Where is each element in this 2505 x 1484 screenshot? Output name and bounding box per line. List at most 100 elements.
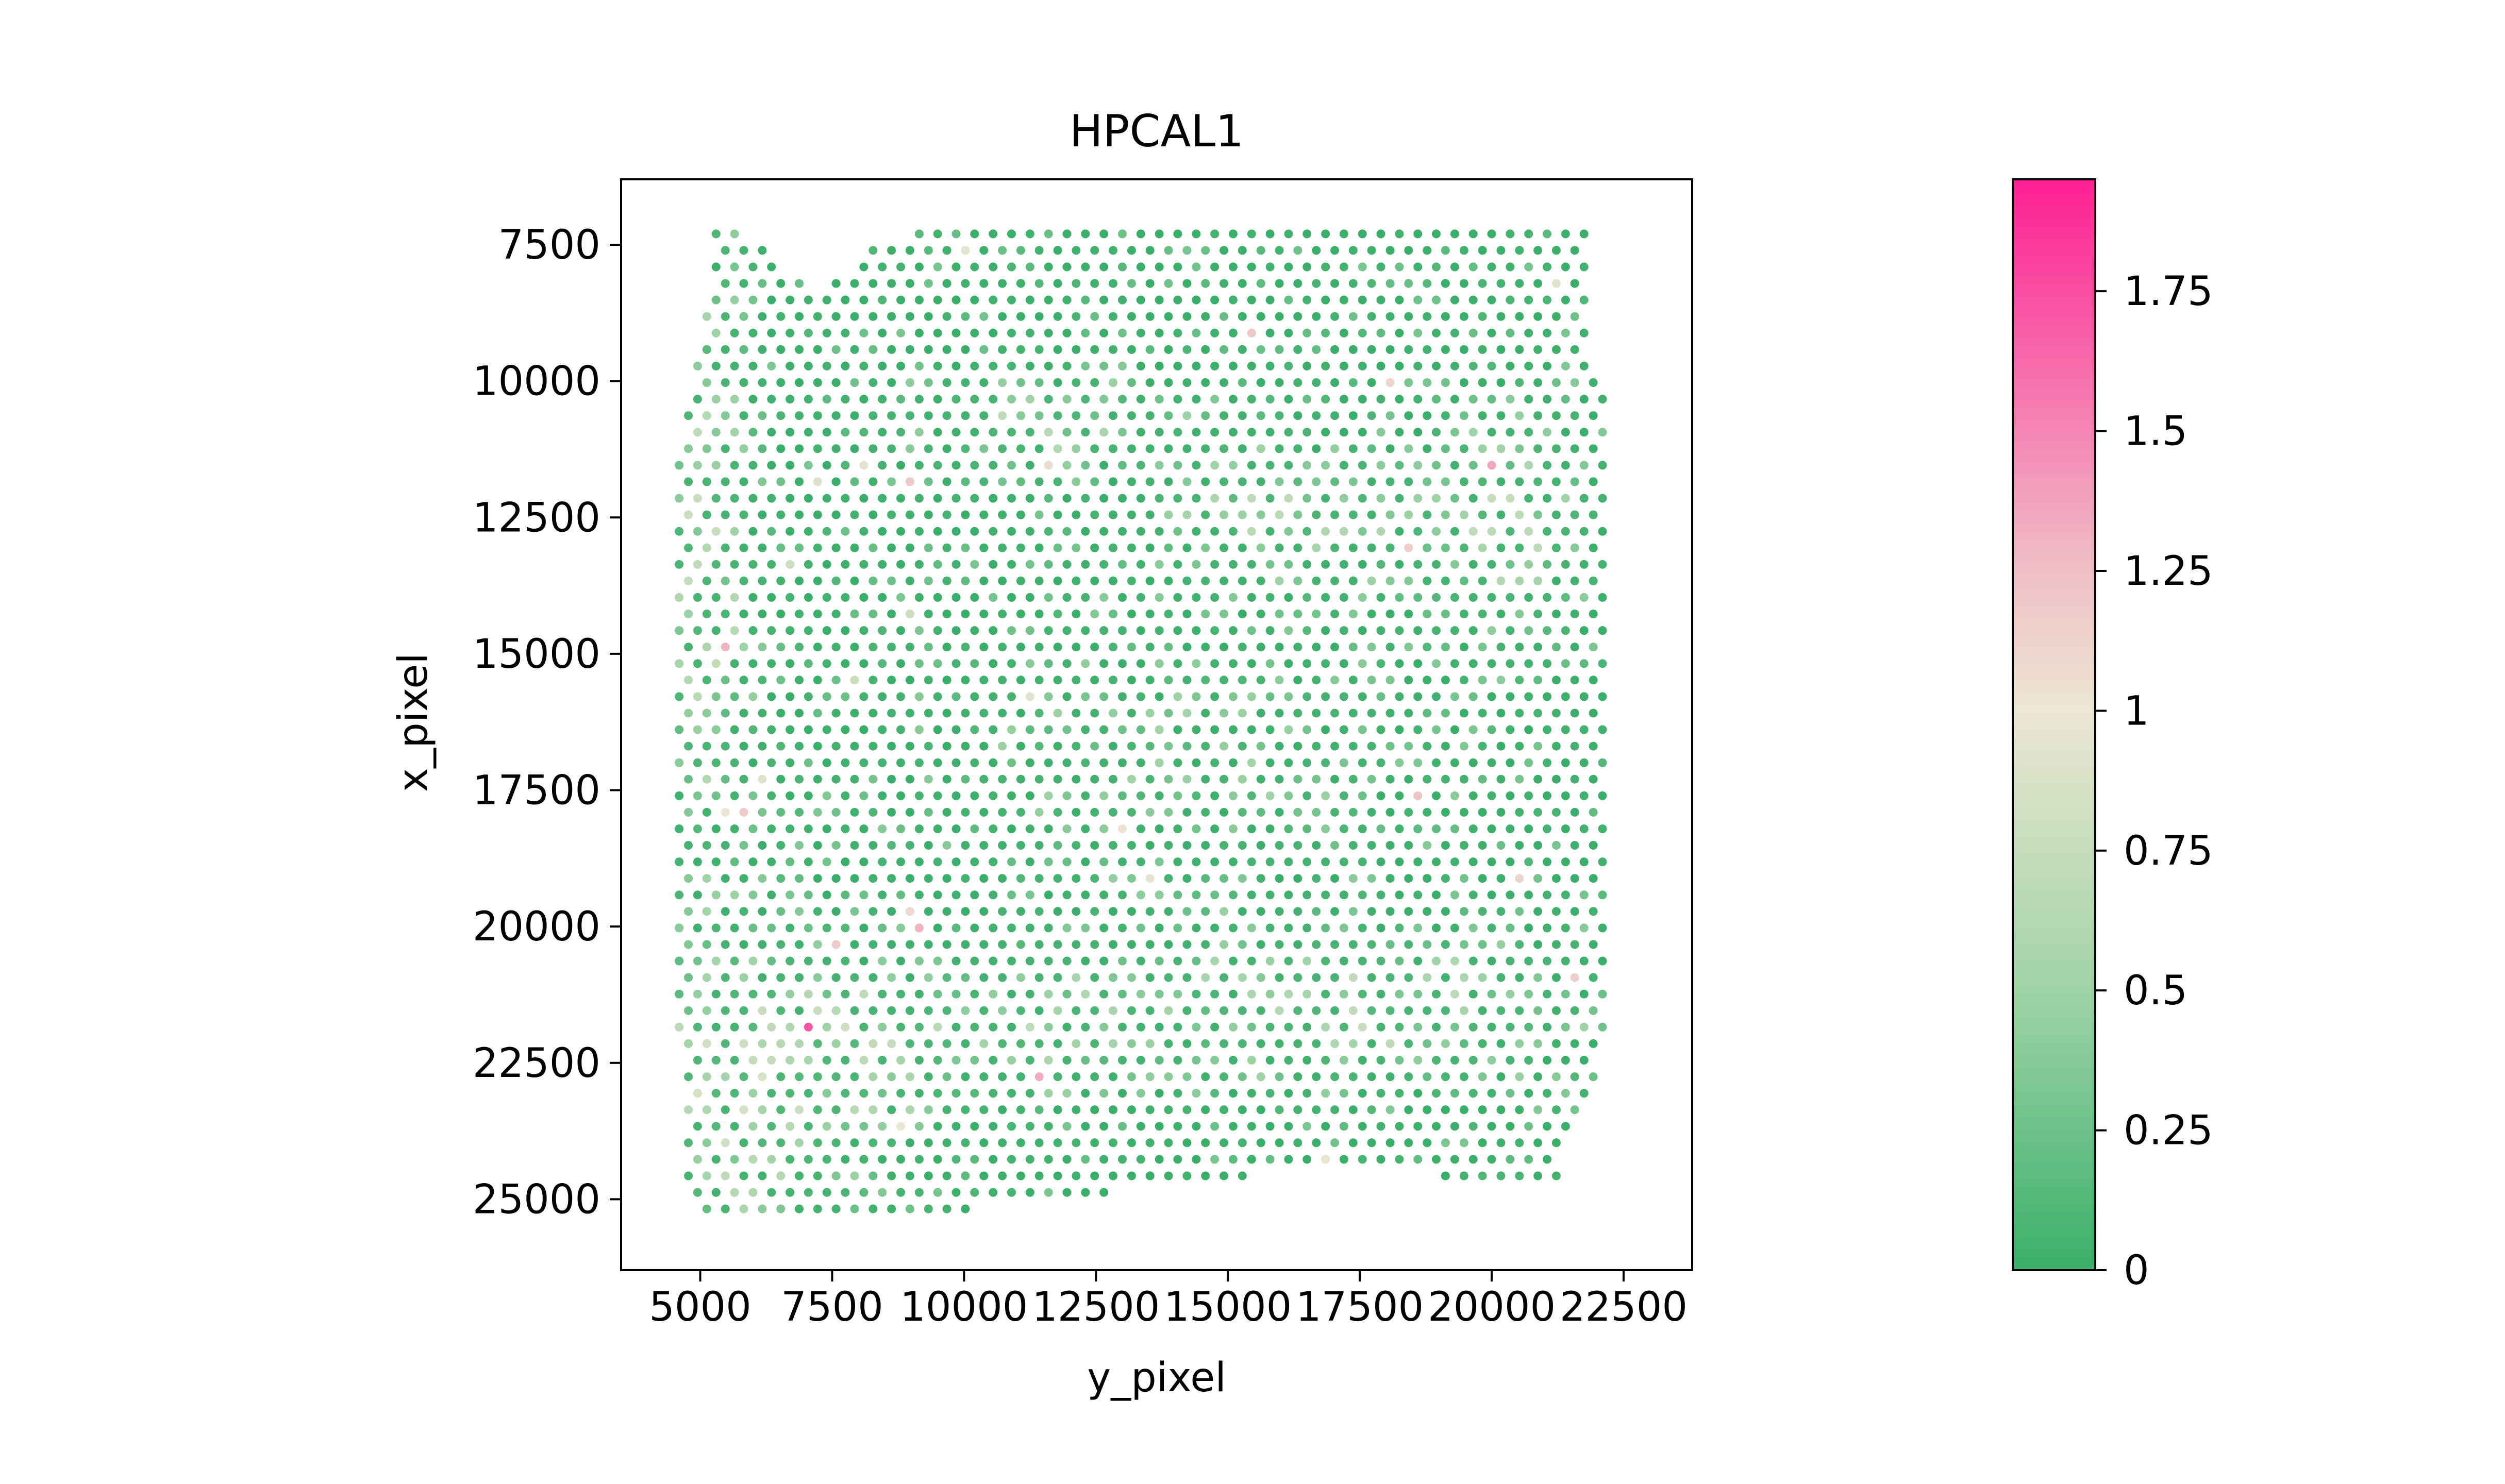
data-point bbox=[1016, 378, 1025, 387]
data-point bbox=[758, 973, 767, 982]
data-point bbox=[1238, 610, 1247, 618]
data-point bbox=[1413, 824, 1423, 833]
data-point bbox=[1220, 1138, 1228, 1148]
data-point bbox=[1293, 643, 1302, 652]
data-point bbox=[1358, 923, 1367, 933]
data-point bbox=[933, 857, 942, 867]
data-point bbox=[1358, 262, 1367, 272]
data-point bbox=[924, 543, 933, 552]
data-point bbox=[1589, 709, 1598, 718]
data-point bbox=[730, 428, 739, 437]
data-point bbox=[1127, 444, 1136, 453]
colorbar bbox=[2012, 178, 2096, 1271]
data-point bbox=[1330, 1006, 1339, 1015]
data-point bbox=[869, 543, 878, 552]
data-point bbox=[1358, 295, 1367, 305]
data-point bbox=[1016, 312, 1025, 321]
data-point bbox=[869, 610, 878, 618]
data-point bbox=[896, 758, 905, 767]
data-point bbox=[1385, 1138, 1395, 1148]
data-point bbox=[1339, 262, 1348, 272]
data-point bbox=[1478, 345, 1487, 354]
data-point bbox=[998, 1072, 1007, 1082]
data-point bbox=[1533, 576, 1543, 585]
data-point bbox=[1543, 1089, 1551, 1098]
data-point bbox=[1358, 1089, 1367, 1098]
data-point bbox=[730, 791, 739, 800]
data-point bbox=[887, 1138, 896, 1148]
data-point bbox=[831, 1072, 841, 1082]
data-point bbox=[1450, 1089, 1459, 1098]
data-point bbox=[951, 692, 961, 701]
data-point bbox=[1385, 477, 1395, 486]
data-point bbox=[1543, 692, 1551, 701]
data-point bbox=[1182, 874, 1192, 883]
data-point bbox=[1201, 973, 1210, 982]
data-point bbox=[1265, 1056, 1275, 1065]
data-point bbox=[869, 378, 878, 387]
data-point bbox=[1515, 874, 1524, 883]
data-point bbox=[961, 477, 970, 486]
data-point bbox=[1524, 1155, 1533, 1164]
data-point bbox=[850, 378, 859, 387]
data-point bbox=[1118, 560, 1127, 569]
data-point bbox=[1228, 626, 1238, 635]
data-point bbox=[721, 676, 730, 685]
data-point bbox=[887, 841, 896, 850]
data-point bbox=[1164, 345, 1173, 354]
data-point bbox=[1238, 444, 1247, 453]
data-point bbox=[1515, 246, 1524, 255]
data-point bbox=[896, 890, 905, 900]
data-point bbox=[748, 791, 758, 800]
data-point bbox=[1598, 956, 1607, 966]
data-point bbox=[730, 692, 739, 701]
data-point bbox=[1275, 973, 1284, 982]
data-point bbox=[1589, 741, 1598, 751]
data-point bbox=[1395, 725, 1404, 734]
data-point bbox=[841, 989, 850, 999]
data-point bbox=[1044, 659, 1053, 668]
data-point bbox=[1256, 411, 1265, 420]
data-point bbox=[804, 428, 813, 437]
data-point bbox=[1192, 989, 1201, 999]
data-point bbox=[1487, 923, 1496, 933]
data-point bbox=[1081, 1188, 1090, 1197]
data-point bbox=[850, 676, 859, 685]
scatter-points bbox=[675, 229, 1607, 1213]
data-point bbox=[1330, 1105, 1339, 1115]
data-point bbox=[924, 1204, 933, 1213]
data-point bbox=[924, 610, 933, 618]
data-point bbox=[1432, 361, 1441, 370]
data-point bbox=[1404, 1138, 1413, 1148]
data-point bbox=[933, 229, 942, 239]
data-point bbox=[1025, 593, 1034, 602]
data-point bbox=[1155, 1022, 1164, 1032]
data-point bbox=[1395, 824, 1404, 833]
data-point bbox=[767, 1022, 776, 1032]
data-point bbox=[1570, 1006, 1579, 1015]
data-point bbox=[1450, 428, 1459, 437]
data-point bbox=[1090, 411, 1099, 420]
data-point bbox=[1173, 1155, 1182, 1164]
data-point bbox=[1072, 973, 1081, 982]
data-point bbox=[1062, 428, 1072, 437]
data-point bbox=[1025, 395, 1034, 404]
data-point bbox=[1423, 643, 1432, 652]
data-point bbox=[998, 510, 1007, 519]
data-point bbox=[1589, 907, 1598, 916]
data-point bbox=[878, 725, 887, 734]
data-point bbox=[1109, 1138, 1117, 1148]
colorbar-tick-label: 0.75 bbox=[2124, 828, 2213, 874]
data-point bbox=[739, 510, 748, 519]
data-point bbox=[1570, 807, 1579, 817]
data-point bbox=[1118, 1022, 1127, 1032]
data-point bbox=[1127, 1039, 1136, 1048]
data-point bbox=[1072, 741, 1081, 751]
data-point bbox=[767, 262, 776, 272]
data-point bbox=[1053, 1072, 1062, 1082]
data-point bbox=[914, 626, 924, 635]
data-point bbox=[831, 510, 841, 519]
data-point bbox=[1072, 411, 1081, 420]
data-point bbox=[1044, 1056, 1053, 1065]
data-point bbox=[1524, 262, 1533, 272]
